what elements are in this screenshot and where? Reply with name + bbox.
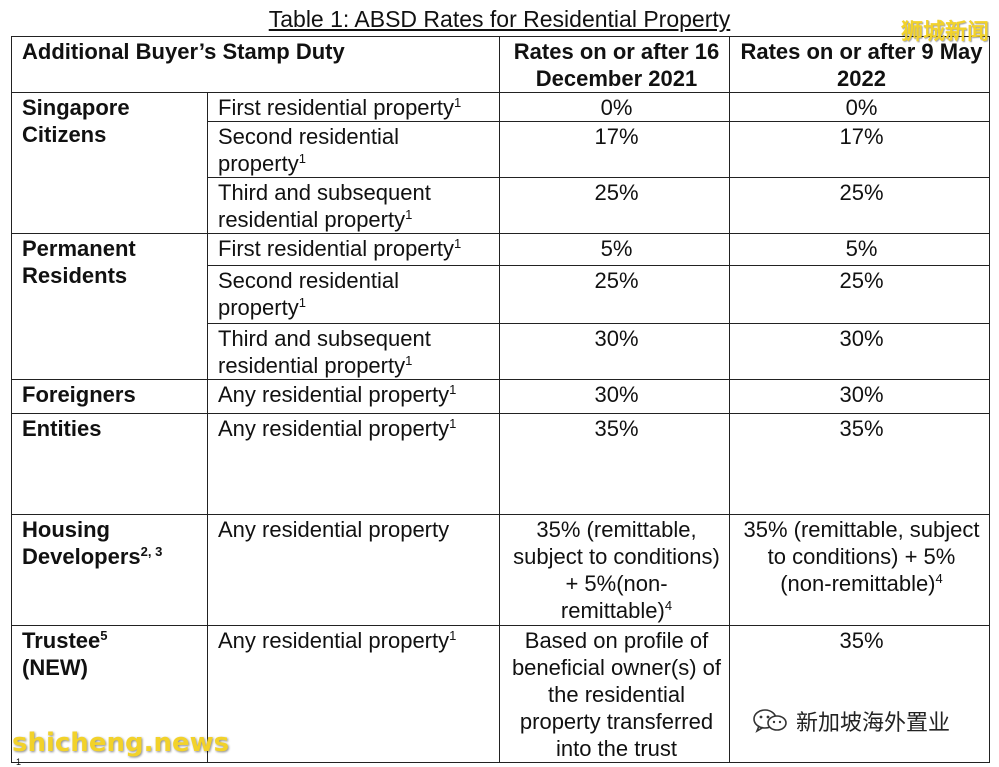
- table-row: Singapore Citizens First residential pro…: [11, 92, 990, 234]
- property-cell: Third and subsequent residential propert…: [207, 177, 500, 234]
- footnote-ref: 1: [449, 628, 457, 643]
- table-row: Third and subsequent residential propert…: [12, 177, 990, 234]
- rate-2021: 5%: [499, 233, 730, 266]
- rate-2022: 17%: [729, 121, 990, 178]
- property-cell: Any residential property1: [207, 413, 500, 515]
- property-label: Second residential property: [218, 268, 400, 320]
- property-label: Third and subsequent residential propert…: [218, 180, 431, 232]
- footnote-ref: 1: [449, 382, 457, 397]
- rate-2021: 35%: [499, 413, 730, 515]
- footnote-ref: 4: [935, 571, 943, 586]
- rate-2022: 25%: [729, 265, 990, 324]
- category-singapore-citizens: Singapore Citizens: [11, 92, 208, 234]
- table-row: Housing Developers2, 3 Any residential p…: [11, 514, 990, 626]
- table-header-row: Additional Buyer’s Stamp Duty Rates on o…: [11, 36, 990, 93]
- watermark-bottom: shicheng.news: [12, 728, 230, 758]
- category-permanent-residents: Permanent Residents: [11, 233, 208, 380]
- footnote-ref: 1: [453, 95, 462, 110]
- rate-2021: 30%: [499, 379, 730, 414]
- footnote-ref: 4: [664, 598, 673, 613]
- rate-2021: 30%: [499, 323, 730, 380]
- table-row: Second residential property1 25% 25%: [12, 265, 990, 324]
- property-cell: First residential property1: [207, 92, 500, 122]
- footnote-ref: 1: [405, 353, 413, 368]
- category-entities: Entities: [11, 413, 208, 515]
- property-label: First residential property: [218, 95, 454, 120]
- property-label: First residential property: [218, 236, 454, 261]
- property-label: Any residential property: [218, 382, 450, 407]
- footnote-ref: 5: [100, 628, 108, 643]
- wechat-icon: [752, 708, 788, 734]
- rate-2022: 25%: [729, 177, 990, 234]
- footnote-ref: 1: [298, 295, 306, 310]
- footnote-ref: 1: [405, 207, 413, 222]
- rate-2021: 35% (remittable, subject to conditions) …: [499, 514, 730, 626]
- category-trustee: Trustee5 (NEW): [11, 625, 208, 763]
- rate-2021: 25%: [499, 265, 730, 324]
- rate-2022: 30%: [729, 323, 990, 380]
- header-absd: Additional Buyer’s Stamp Duty: [11, 36, 500, 93]
- property-cell: Any residential property1: [207, 625, 500, 763]
- table-row: Trustee5 (NEW) Any residential property1 …: [11, 625, 990, 763]
- property-label: Second residential property: [218, 124, 400, 176]
- header-rates-2022: Rates on or after 9 May 2022: [729, 36, 990, 93]
- rate-2022: 35%: [729, 413, 990, 515]
- property-label: Any residential property: [218, 416, 450, 441]
- property-cell: Third and subsequent residential propert…: [207, 323, 500, 380]
- table-row: Third and subsequent residential propert…: [12, 323, 990, 380]
- category-label: Trustee: [22, 628, 101, 653]
- rate-text: 35% (remittable, subject to conditions) …: [743, 517, 980, 596]
- rate-2021: 25%: [499, 177, 730, 234]
- property-cell: Second residential property1: [207, 265, 500, 324]
- footnote-ref: 1: [453, 236, 462, 251]
- rate-text: 35% (remittable, subject to conditions) …: [513, 517, 720, 623]
- category-foreigners: Foreigners: [11, 379, 208, 414]
- absd-rates-table: Additional Buyer’s Stamp Duty Rates on o…: [11, 36, 990, 763]
- footnote-ref: 2, 3: [140, 544, 163, 559]
- property-label: Third and subsequent residential propert…: [218, 326, 431, 378]
- footnote-ref: 1: [298, 151, 306, 166]
- rate-2022: 0%: [729, 92, 990, 122]
- category-label: Housing Developers: [22, 517, 141, 569]
- header-rates-2021: Rates on or after 16 December 2021: [499, 36, 730, 93]
- property-cell: First residential property1: [207, 233, 500, 266]
- rate-2021: 17%: [499, 121, 730, 178]
- footnote-mark: 1: [16, 757, 22, 767]
- category-housing-developers: Housing Developers2, 3: [11, 514, 208, 626]
- brand-label: 新加坡海外置业: [796, 711, 951, 736]
- brand-watermark: 新加坡海外置业: [752, 706, 950, 736]
- new-tag: (NEW): [22, 655, 88, 680]
- rate-2022: 35%: [729, 625, 990, 763]
- table-caption: Table 1: ABSD Rates for Residential Prop…: [268, 6, 731, 32]
- rate-2022: 5%: [729, 233, 990, 266]
- property-cell: Any residential property1: [207, 379, 500, 414]
- watermark-top: 狮城新闻: [900, 20, 989, 45]
- rate-2022: 30%: [729, 379, 990, 414]
- property-cell: Second residential property1: [207, 121, 500, 178]
- property-label: Any residential property: [218, 628, 450, 653]
- property-cell: Any residential property: [207, 514, 500, 626]
- rate-2021: 0%: [499, 92, 730, 122]
- footnote-ref: 1: [449, 416, 457, 431]
- rate-2021: Based on profile of beneficial owner(s) …: [499, 625, 730, 763]
- rate-2022: 35% (remittable, subject to conditions) …: [729, 514, 990, 626]
- table-row: Entities Any residential property1 35% 3…: [11, 413, 990, 515]
- table-row: Foreigners Any residential property1 30%…: [11, 379, 990, 414]
- table-row: Permanent Residents First residential pr…: [11, 233, 990, 380]
